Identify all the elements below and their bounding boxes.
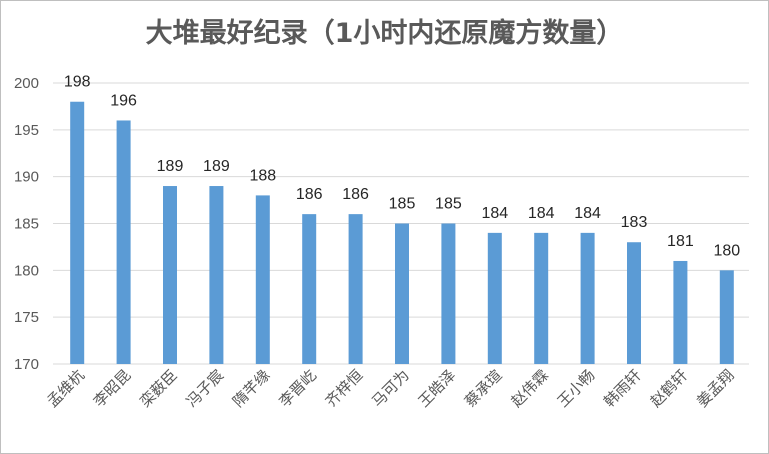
x-tick-label: 蔡承瑄 xyxy=(461,366,506,411)
data-label: 185 xyxy=(389,196,416,213)
y-tick-label: 180 xyxy=(14,262,39,279)
x-tick-label: 齐梓恒 xyxy=(322,366,367,411)
x-tick-label: 孟维杭 xyxy=(43,366,88,411)
y-tick-label: 175 xyxy=(14,309,39,326)
y-tick-label: 185 xyxy=(14,216,39,233)
data-label: 198 xyxy=(64,74,91,91)
y-tick-label: 170 xyxy=(14,356,39,373)
bar xyxy=(302,214,317,364)
data-label: 184 xyxy=(574,205,601,222)
bar xyxy=(395,223,409,364)
x-tick-label: 赵伟霖 xyxy=(507,366,552,411)
x-tick-label: 李昭昆 xyxy=(90,366,135,411)
bar xyxy=(255,195,270,364)
bar xyxy=(348,214,363,364)
bar xyxy=(534,232,549,364)
chart-title: 大堆最好纪录（1小时内还原魔方数量） xyxy=(145,18,624,49)
data-label: 181 xyxy=(667,233,694,250)
bar xyxy=(441,223,456,364)
bar xyxy=(70,101,85,364)
bar xyxy=(209,186,224,364)
bar xyxy=(116,120,131,364)
x-tick-label: 马可为 xyxy=(368,366,413,411)
y-tick-label: 200 xyxy=(14,75,39,92)
x-tick-label: 栾薮臣 xyxy=(136,366,181,411)
x-tick-label: 赵鹤轩 xyxy=(647,366,692,411)
x-tick-label: 王小畅 xyxy=(554,366,599,411)
bar xyxy=(719,270,734,364)
x-tick-label: 王皓泽 xyxy=(415,366,460,411)
data-label: 188 xyxy=(249,167,276,184)
data-label: 183 xyxy=(621,214,648,231)
y-tick-label: 190 xyxy=(14,169,39,186)
bar xyxy=(673,260,688,364)
data-label: 189 xyxy=(203,158,230,175)
bar xyxy=(580,232,595,364)
bar xyxy=(627,242,641,364)
data-label: 180 xyxy=(713,242,740,259)
data-label: 196 xyxy=(110,92,137,109)
data-label: 186 xyxy=(296,186,323,203)
data-label: 189 xyxy=(157,158,184,175)
data-label: 184 xyxy=(481,205,508,222)
data-label: 184 xyxy=(528,205,555,222)
data-label: 186 xyxy=(342,186,369,203)
y-tick-label: 195 xyxy=(14,122,39,139)
x-tick-label: 隋芊缘 xyxy=(229,366,274,411)
x-tick-label: 李晋屹 xyxy=(275,366,320,411)
x-tick-label: 韩雨轩 xyxy=(600,366,645,411)
x-tick-label: 冯子宸 xyxy=(183,366,228,411)
x-tick-label: 姜孟翔 xyxy=(693,366,738,411)
bar xyxy=(487,232,502,364)
data-label: 185 xyxy=(435,196,462,213)
bar xyxy=(163,186,177,364)
